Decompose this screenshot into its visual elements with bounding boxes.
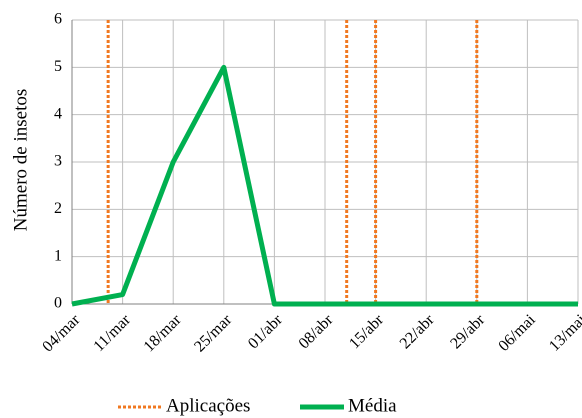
x-tick-label: 08/abr bbox=[296, 311, 337, 352]
y-tick-label: 5 bbox=[54, 58, 62, 75]
x-tick-label: 11/mar bbox=[90, 311, 134, 355]
y-tick-label: 1 bbox=[54, 247, 62, 264]
x-tick-label: 25/mar bbox=[191, 311, 236, 356]
x-tick-label: 22/abr bbox=[397, 311, 438, 352]
x-tick-label: 06/mai bbox=[495, 311, 539, 355]
x-tick-label: 29/abr bbox=[447, 311, 488, 352]
legend-label: Aplicações bbox=[166, 395, 250, 416]
x-tick-label: 15/abr bbox=[346, 311, 387, 352]
y-tick-label: 4 bbox=[54, 105, 62, 122]
x-tick-label: 04/mar bbox=[39, 311, 84, 356]
y-tick-label: 0 bbox=[54, 295, 62, 312]
y-tick-label: 2 bbox=[54, 200, 62, 217]
x-tick-label: 01/abr bbox=[245, 311, 286, 352]
data-line bbox=[71, 64, 578, 307]
y-tick-label: 3 bbox=[54, 153, 62, 170]
legend-label: Média bbox=[348, 395, 397, 416]
x-tick-label: 13/mai bbox=[546, 311, 582, 355]
x-tick-label: 18/mar bbox=[141, 311, 186, 356]
y-tick-label: 6 bbox=[54, 11, 62, 28]
y-axis-label: Número de insetos bbox=[10, 89, 31, 231]
